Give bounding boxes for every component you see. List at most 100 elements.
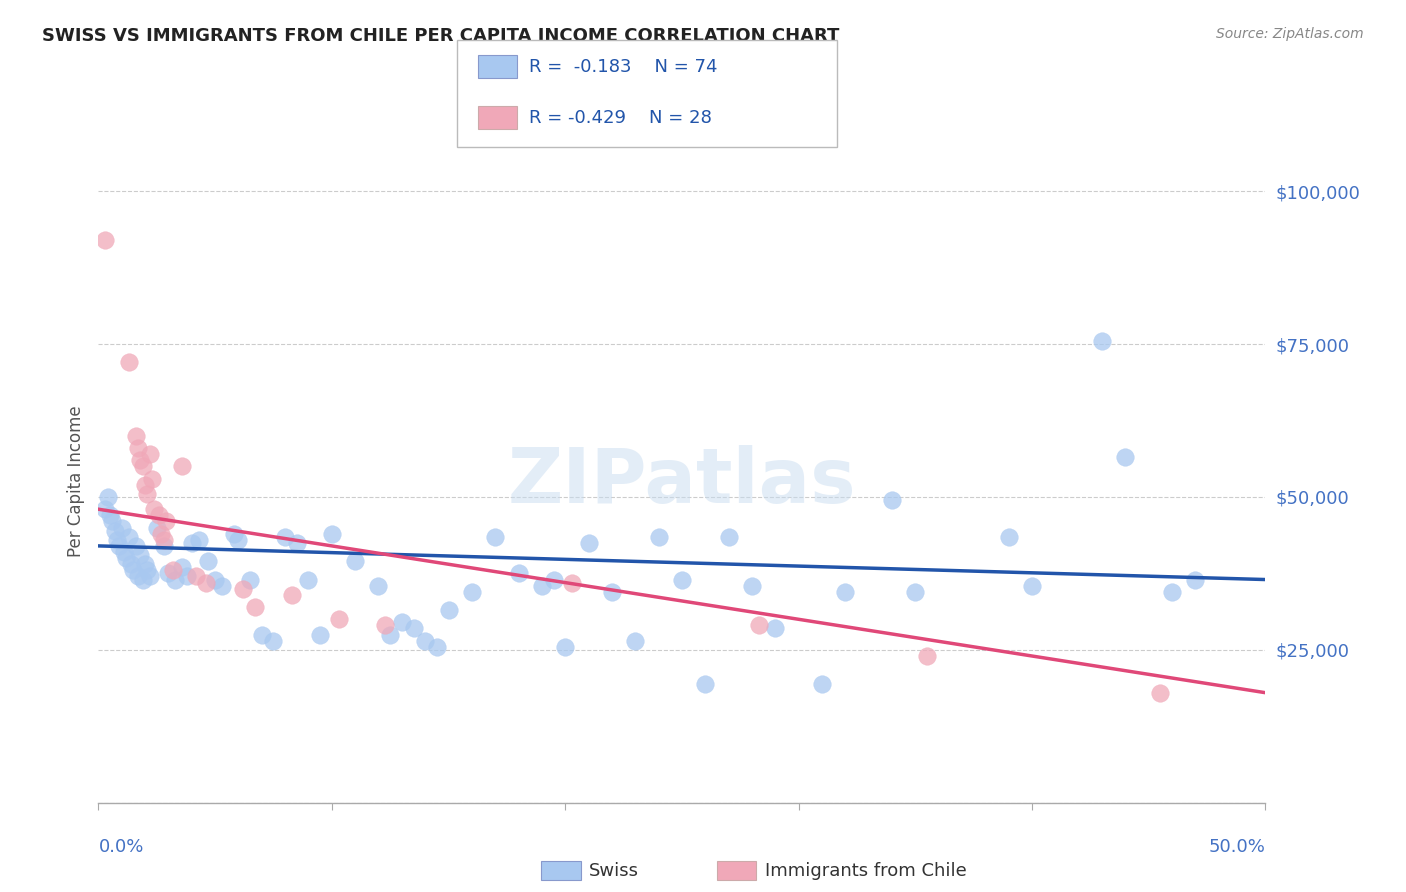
Point <box>1091 334 1114 348</box>
Point <box>194 575 217 590</box>
Point <box>748 618 770 632</box>
Point <box>139 447 162 461</box>
Point <box>172 459 194 474</box>
Point <box>834 584 856 599</box>
Point <box>484 530 506 544</box>
Point <box>98 508 121 523</box>
Point <box>111 520 134 534</box>
Point <box>437 603 460 617</box>
Text: 50.0%: 50.0% <box>1209 838 1265 856</box>
Point <box>1149 686 1171 700</box>
Point <box>1161 584 1184 599</box>
Point <box>997 530 1019 544</box>
Point <box>94 233 117 247</box>
Point <box>141 472 163 486</box>
Point <box>309 627 332 641</box>
Point <box>104 524 127 538</box>
Text: R =  -0.183    N = 74: R = -0.183 N = 74 <box>529 58 717 76</box>
Point <box>880 493 903 508</box>
Point <box>118 530 141 544</box>
Point <box>97 490 120 504</box>
Point <box>136 563 159 577</box>
Point <box>624 633 647 648</box>
Point <box>129 548 152 562</box>
Point <box>344 554 367 568</box>
Point <box>461 584 484 599</box>
Point <box>176 569 198 583</box>
Point <box>285 536 308 550</box>
Point <box>426 640 449 654</box>
Point <box>152 539 174 553</box>
Point <box>274 530 297 544</box>
Point <box>413 633 436 648</box>
Point <box>112 545 135 559</box>
Point <box>136 487 159 501</box>
Point <box>186 569 208 583</box>
Point <box>129 453 152 467</box>
Text: SWISS VS IMMIGRANTS FROM CHILE PER CAPITA INCOME CORRELATION CHART: SWISS VS IMMIGRANTS FROM CHILE PER CAPIT… <box>42 27 839 45</box>
Point <box>561 575 583 590</box>
Point <box>125 429 148 443</box>
Point <box>671 573 693 587</box>
Point <box>717 530 740 544</box>
Point <box>695 676 717 690</box>
Point <box>328 612 350 626</box>
Point <box>94 502 117 516</box>
Point <box>1184 573 1206 587</box>
Point <box>297 573 319 587</box>
Point <box>172 560 194 574</box>
Point <box>101 515 124 529</box>
Point <box>1021 579 1043 593</box>
Point <box>115 551 138 566</box>
Point <box>146 520 169 534</box>
Point <box>132 459 155 474</box>
Text: ZIPatlas: ZIPatlas <box>508 445 856 518</box>
Point <box>250 627 273 641</box>
Point <box>222 526 245 541</box>
Point <box>578 536 600 550</box>
Point <box>1114 450 1136 465</box>
Point <box>187 533 209 547</box>
Text: R = -0.429    N = 28: R = -0.429 N = 28 <box>529 109 711 127</box>
Point <box>204 573 226 587</box>
Point <box>530 579 553 593</box>
Point <box>148 508 170 523</box>
Point <box>391 615 413 630</box>
Point <box>543 573 565 587</box>
Point <box>139 569 162 583</box>
Point <box>741 579 763 593</box>
Point <box>127 569 149 583</box>
Point <box>374 618 396 632</box>
Point <box>281 588 304 602</box>
Point <box>367 579 389 593</box>
Point <box>243 600 266 615</box>
Text: 0.0%: 0.0% <box>98 838 143 856</box>
Point <box>120 558 142 572</box>
Point <box>402 622 425 636</box>
Point <box>232 582 254 596</box>
Point <box>554 640 576 654</box>
Point <box>118 355 141 369</box>
Point <box>811 676 834 690</box>
Text: Immigrants from Chile: Immigrants from Chile <box>765 862 966 880</box>
Point <box>321 526 343 541</box>
Text: Swiss: Swiss <box>589 862 640 880</box>
Point <box>600 584 623 599</box>
Point <box>915 648 938 663</box>
Point <box>228 533 250 547</box>
Point <box>150 526 173 541</box>
Point <box>143 502 166 516</box>
Point <box>647 530 669 544</box>
Point <box>239 573 262 587</box>
Point <box>508 566 530 581</box>
Point <box>152 533 174 547</box>
Point <box>904 584 927 599</box>
Point <box>763 622 786 636</box>
Point <box>105 533 128 547</box>
Point <box>132 573 155 587</box>
Point <box>211 579 233 593</box>
Point <box>127 441 149 455</box>
Text: Source: ZipAtlas.com: Source: ZipAtlas.com <box>1216 27 1364 41</box>
Point <box>122 563 145 577</box>
Point <box>180 536 202 550</box>
